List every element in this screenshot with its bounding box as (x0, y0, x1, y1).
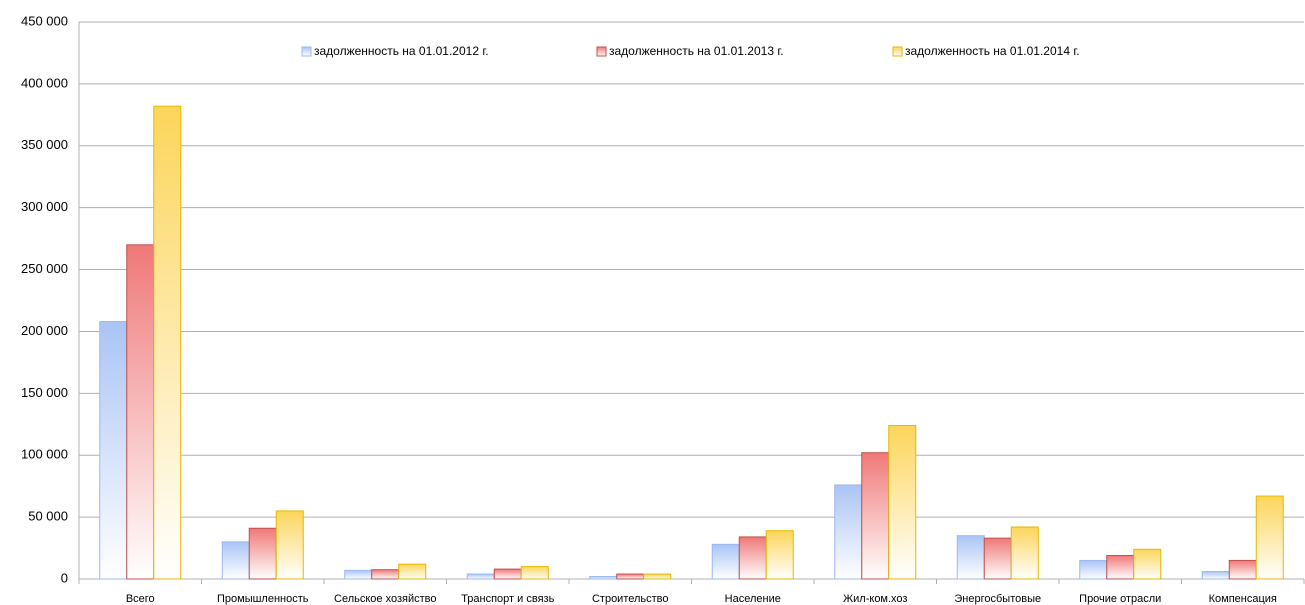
x-tick-label: Промышленность (217, 593, 309, 605)
bar (616, 573, 645, 580)
x-tick-label: Компенсация (1209, 593, 1277, 605)
legend-label: задолженность на 01.01.2014 г. (905, 44, 1080, 58)
bar (520, 566, 549, 580)
x-tick-label: Население (725, 593, 781, 605)
bar (153, 105, 182, 580)
x-tick-label: Сельское хозяйство (334, 593, 436, 605)
bar (861, 452, 890, 580)
bar (589, 576, 618, 580)
bar (956, 535, 985, 580)
bar (1106, 554, 1135, 580)
y-tick-label: 100 000 (21, 447, 68, 462)
x-tick-label: Прочие отрасли (1079, 593, 1161, 605)
bar (1255, 495, 1284, 580)
bar (1010, 526, 1039, 580)
bar (983, 537, 1012, 580)
y-tick-label: 450 000 (21, 13, 68, 28)
y-tick-label: 0 (61, 570, 68, 585)
bar (888, 425, 917, 580)
bar (738, 536, 767, 580)
bar (711, 543, 740, 580)
x-tick-label: Транспорт и связь (461, 593, 554, 605)
legend-label: задолженность на 01.01.2012 г. (314, 44, 489, 58)
legend-swatch (892, 46, 903, 57)
bar (765, 530, 794, 580)
bar (643, 573, 672, 580)
bar (398, 563, 427, 580)
y-tick-label: 350 000 (21, 137, 68, 152)
bar (221, 541, 250, 580)
y-tick-label: 400 000 (21, 75, 68, 90)
bar (1079, 559, 1108, 580)
x-tick-label: Всего (126, 593, 155, 605)
bar (1228, 559, 1257, 580)
y-tick-label: 200 000 (21, 323, 68, 338)
x-tick-label: Строительство (592, 593, 669, 605)
bar (99, 321, 128, 580)
bar (493, 568, 522, 580)
y-tick-label: 50 000 (28, 509, 68, 524)
y-tick-label: 300 000 (21, 199, 68, 214)
bar (834, 484, 863, 580)
y-tick-label: 250 000 (21, 261, 68, 276)
y-tick-label: 150 000 (21, 385, 68, 400)
bar (466, 573, 495, 580)
legend-swatch (301, 46, 312, 57)
bar (248, 527, 277, 580)
x-tick-label: Энергосбытовые (954, 593, 1041, 605)
bar (1201, 571, 1230, 580)
legend-label: задолженность на 01.01.2013 г. (609, 44, 784, 58)
bar (371, 569, 400, 580)
bar (1133, 548, 1162, 580)
legend-swatch (596, 46, 607, 57)
x-tick-label: Жил-ком.хоз (843, 593, 907, 605)
bar (344, 569, 373, 580)
bar (275, 510, 304, 580)
bar (126, 244, 155, 580)
